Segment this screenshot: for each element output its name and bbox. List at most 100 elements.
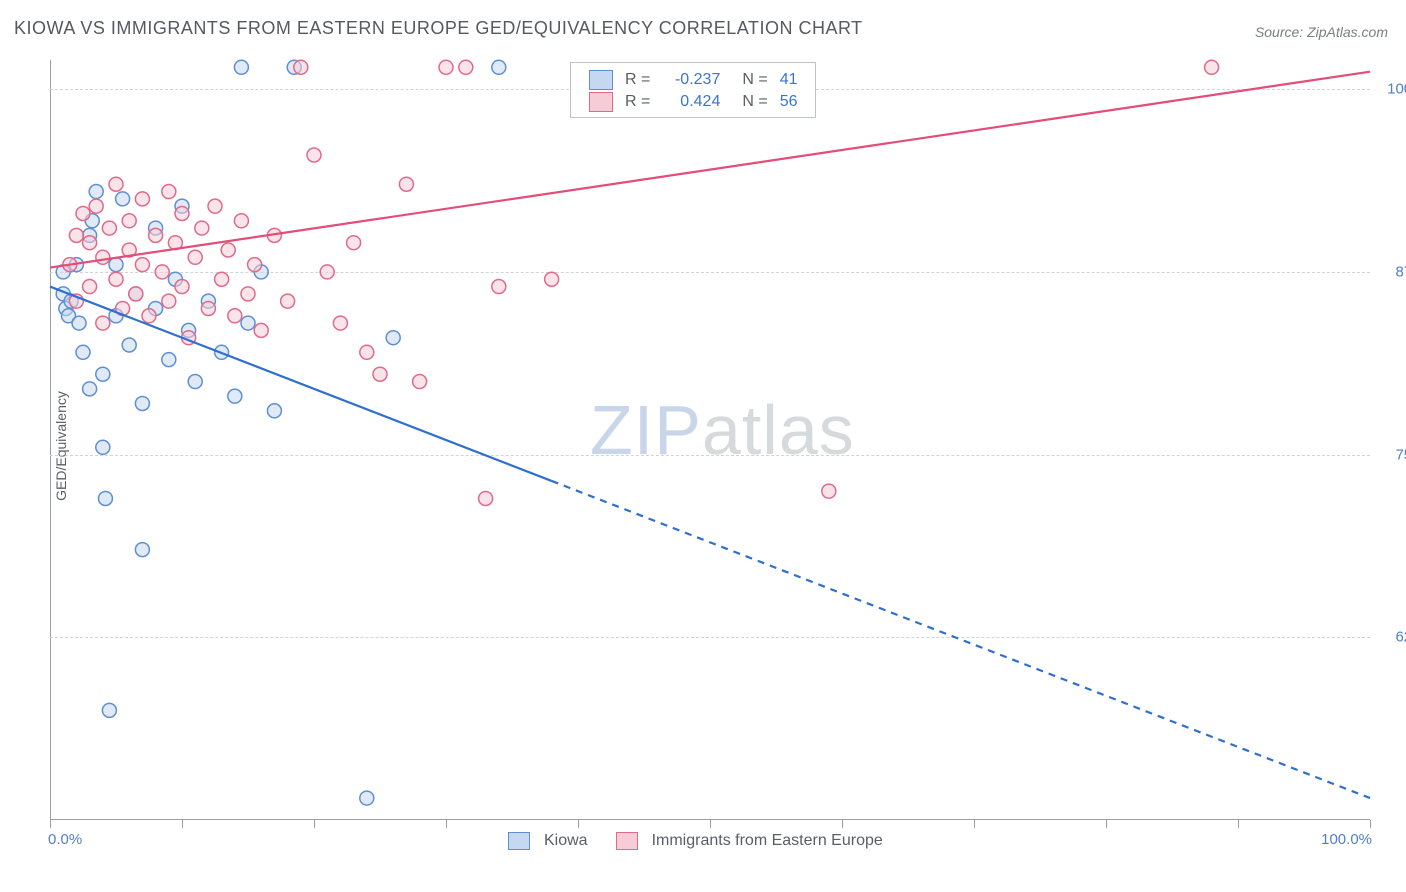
legend-row: R =0.424N =56 [583,91,803,113]
scatter-point [96,250,110,264]
trend-line-extrapolated [552,481,1370,798]
scatter-point [76,206,90,220]
scatter-point [347,236,361,250]
scatter-point [89,185,103,199]
scatter-point [201,301,215,315]
scatter-point [162,185,176,199]
scatter-point [307,148,321,162]
legend-r-value: -0.237 [656,69,726,91]
source-value: ZipAtlas.com [1307,24,1388,40]
chart-title: KIOWA VS IMMIGRANTS FROM EASTERN EUROPE … [14,18,863,39]
y-tick-label: 87.5% [1378,263,1406,280]
y-tick-label: 75.0% [1378,446,1406,463]
y-tick-label: 100.0% [1378,81,1406,98]
scatter-point [72,316,86,330]
scatter-point [254,323,268,337]
scatter-point [135,396,149,410]
scatter-point [1205,60,1219,74]
x-tick [842,820,843,828]
x-tick [1238,820,1239,828]
trend-line [50,287,552,481]
x-tick [578,820,579,828]
x-axis-min-label: 0.0% [48,831,82,848]
legend-n-label: N = [726,69,773,91]
scatter-point [208,199,222,213]
scatter-point [241,316,255,330]
scatter-point [162,353,176,367]
scatter-point [333,316,347,330]
x-tick [182,820,183,828]
scatter-point [492,280,506,294]
scatter-point [135,192,149,206]
scatter-point [149,228,163,242]
plot-area: 62.5%75.0%87.5%100.0% ZIPatlas R =-0.237… [50,60,1370,820]
legend-r-value: 0.424 [656,91,726,113]
scatter-point [122,214,136,228]
legend-swatch [589,70,613,90]
scatter-point [116,192,130,206]
scatter-point [109,272,123,286]
scatter-point [386,331,400,345]
scatter-point [96,367,110,381]
series-legend: Kiowa Immigrants from Eastern Europe [490,832,883,850]
scatter-point [248,258,262,272]
scatter-point [102,703,116,717]
scatter-point [98,491,112,505]
scatter-point [188,250,202,264]
scatter-point [294,60,308,74]
scatter-point [439,60,453,74]
scatter-point [413,375,427,389]
legend-label: Immigrants from Eastern Europe [652,832,883,850]
scatter-point [492,60,506,74]
x-tick [50,820,51,828]
legend-n-value: 56 [774,91,804,113]
scatter-point [188,375,202,389]
x-tick [1370,820,1371,828]
scatter-point [234,60,248,74]
scatter-point [320,265,334,279]
source-credit: Source: ZipAtlas.com [1255,24,1388,40]
scatter-point [109,177,123,191]
x-tick [446,820,447,828]
correlation-legend: R =-0.237N =41R =0.424N =56 [570,62,816,118]
scatter-point [479,491,493,505]
scatter-point [360,345,374,359]
scatter-point [96,316,110,330]
scatter-point [135,543,149,557]
scatter-point [822,484,836,498]
scatter-point [83,236,97,250]
scatter-point [195,221,209,235]
legend-swatch [616,832,638,850]
x-tick [710,820,711,828]
scatter-point [267,404,281,418]
scatter-point [76,345,90,359]
legend-label: Kiowa [544,832,588,850]
x-tick [314,820,315,828]
scatter-point [129,287,143,301]
scatter-point [241,287,255,301]
scatter-point [545,272,559,286]
legend-row: R =-0.237N =41 [583,69,803,91]
scatter-point [155,265,169,279]
scatter-svg [50,60,1370,820]
source-label: Source: [1255,24,1303,40]
scatter-point [399,177,413,191]
legend-swatch [589,92,613,112]
scatter-point [234,214,248,228]
scatter-point [459,60,473,74]
legend-n-value: 41 [774,69,804,91]
scatter-point [122,338,136,352]
x-tick [974,820,975,828]
scatter-point [83,280,97,294]
x-axis-max-label: 100.0% [1321,831,1372,848]
scatter-point [69,228,83,242]
scatter-point [96,440,110,454]
legend-swatch [508,832,530,850]
y-tick-label: 62.5% [1378,629,1406,646]
x-tick [1106,820,1107,828]
legend-n-label: N = [726,91,773,113]
scatter-point [102,221,116,235]
scatter-point [89,199,103,213]
legend-r-label: R = [619,91,656,113]
scatter-point [373,367,387,381]
